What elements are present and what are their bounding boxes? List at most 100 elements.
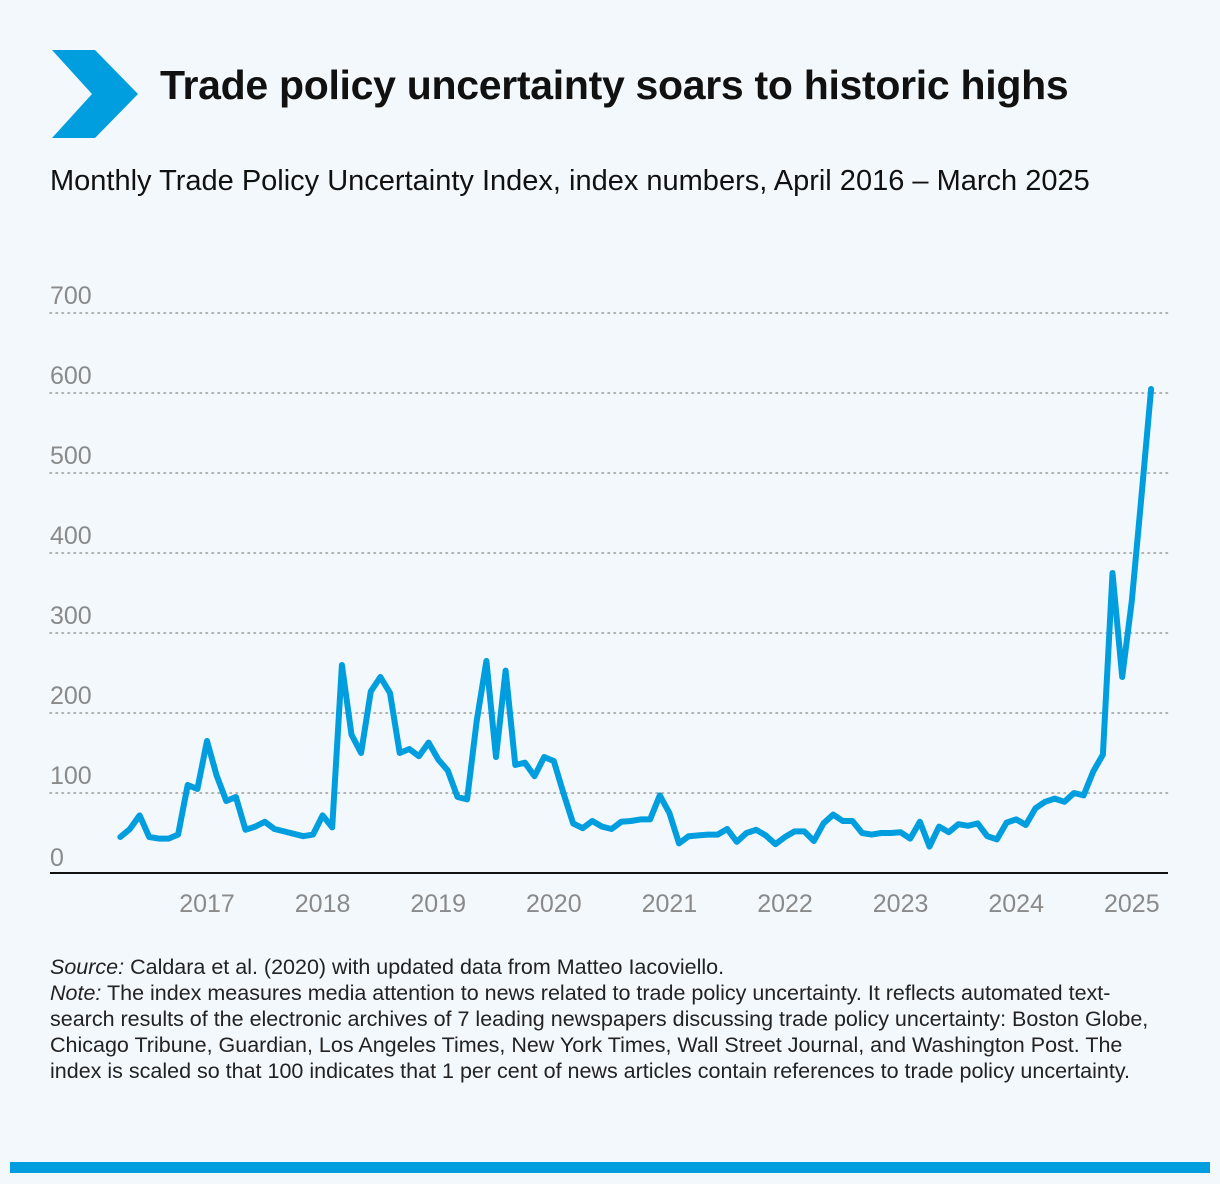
data-point: [763, 833, 768, 838]
data-point: [773, 842, 778, 847]
data-point: [1043, 799, 1048, 804]
data-point: [628, 819, 633, 823]
data-point: [1091, 769, 1096, 774]
data-point: [137, 813, 142, 818]
y-tick-label: 400: [50, 522, 92, 550]
chart-title: Trade policy uncertainty soars to histor…: [160, 62, 1069, 108]
data-point: [166, 836, 171, 841]
data-point: [638, 817, 643, 822]
data-point: [349, 732, 354, 737]
chart-subtitle: Monthly Trade Policy Uncertainty Index, …: [50, 165, 1090, 197]
note-text: The index measures media attention to ne…: [50, 981, 1149, 1083]
data-point: [840, 819, 845, 823]
data-point: [436, 757, 441, 762]
data-point: [1052, 796, 1057, 801]
data-point: [985, 834, 990, 839]
data-point: [619, 819, 624, 824]
data-point: [465, 797, 470, 802]
data-point: [1129, 599, 1134, 603]
source-line: Source: Caldara et al. (2020) with updat…: [50, 954, 1170, 980]
data-point: [484, 659, 489, 663]
footnotes: Source: Caldara et al. (2020) with updat…: [50, 954, 1170, 1084]
data-point: [1139, 495, 1144, 499]
data-point: [282, 829, 287, 834]
data-point: [214, 773, 219, 778]
data-point: [272, 827, 277, 831]
data-point: [879, 831, 884, 835]
data-point: [426, 740, 431, 745]
data-point: [975, 821, 980, 826]
data-point: [850, 819, 855, 823]
data-point: [416, 754, 421, 759]
data-point: [156, 836, 161, 841]
y-tick-label: 0: [50, 844, 64, 872]
data-point: [1120, 675, 1125, 679]
data-point: [966, 823, 970, 828]
note-line: Note: The index measures media attention…: [50, 980, 1170, 1084]
x-tick-label: 2020: [526, 890, 582, 918]
data-point: [233, 795, 238, 799]
data-point: [474, 719, 479, 723]
bottom-rule: [10, 1162, 1210, 1173]
data-point: [917, 819, 922, 824]
data-point: [571, 821, 576, 826]
data-point: [330, 825, 335, 830]
note-label: Note:: [50, 981, 102, 1005]
data-point: [176, 832, 181, 837]
y-tick-label: 600: [50, 362, 92, 390]
data-point: [551, 759, 556, 763]
data-point: [388, 691, 392, 695]
data-point: [705, 832, 710, 837]
y-tick-label: 700: [50, 282, 92, 310]
data-point: [821, 821, 826, 826]
data-point: [455, 795, 460, 799]
data-point: [744, 831, 749, 835]
data-point: [301, 834, 306, 839]
data-point: [1149, 387, 1154, 391]
data-point: [956, 822, 961, 827]
data-point: [224, 799, 229, 803]
data-point: [118, 835, 123, 839]
y-tick-label: 300: [50, 602, 92, 630]
source-label: Source:: [50, 955, 125, 979]
data-point: [946, 830, 951, 835]
data-point: [397, 751, 402, 755]
data-point: [1072, 791, 1076, 795]
data-point: [561, 791, 566, 795]
y-tick-label: 100: [50, 762, 92, 790]
data-point: [994, 837, 999, 842]
data-point: [831, 812, 836, 817]
data-point: [898, 830, 903, 835]
data-point: [1023, 823, 1028, 827]
x-tick-label: 2017: [179, 890, 235, 918]
data-point: [1100, 752, 1105, 757]
data-point: [147, 835, 152, 839]
data-point: [802, 829, 807, 834]
data-point: [696, 833, 701, 838]
data-point: [339, 663, 344, 667]
x-tick-label: 2023: [873, 890, 929, 918]
data-point: [677, 841, 681, 846]
x-tick-label: 2022: [757, 890, 813, 918]
data-point: [1004, 820, 1009, 825]
data-point: [127, 827, 132, 831]
data-point: [1110, 571, 1115, 575]
data-point: [445, 768, 450, 773]
data-point: [253, 824, 258, 829]
chevron-shape: [52, 50, 138, 138]
data-point: [937, 824, 942, 829]
data-point: [1081, 793, 1086, 798]
data-point: [1014, 817, 1019, 822]
data-point: [715, 832, 720, 837]
y-axis-ticks: 0 100 200 300 400 500 600 700: [50, 282, 92, 872]
data-point: [359, 751, 364, 755]
data-point: [725, 827, 730, 831]
data-point: [686, 834, 691, 839]
data-point: [869, 832, 874, 837]
data-point: [378, 675, 383, 679]
x-axis-ticks: 2017 2018 2019 2020 2021 2022 2023 2024 2025: [179, 890, 1159, 918]
data-point: [908, 836, 913, 841]
data-point: [542, 755, 547, 759]
series-line: [117, 386, 1155, 850]
data-point: [195, 787, 200, 791]
